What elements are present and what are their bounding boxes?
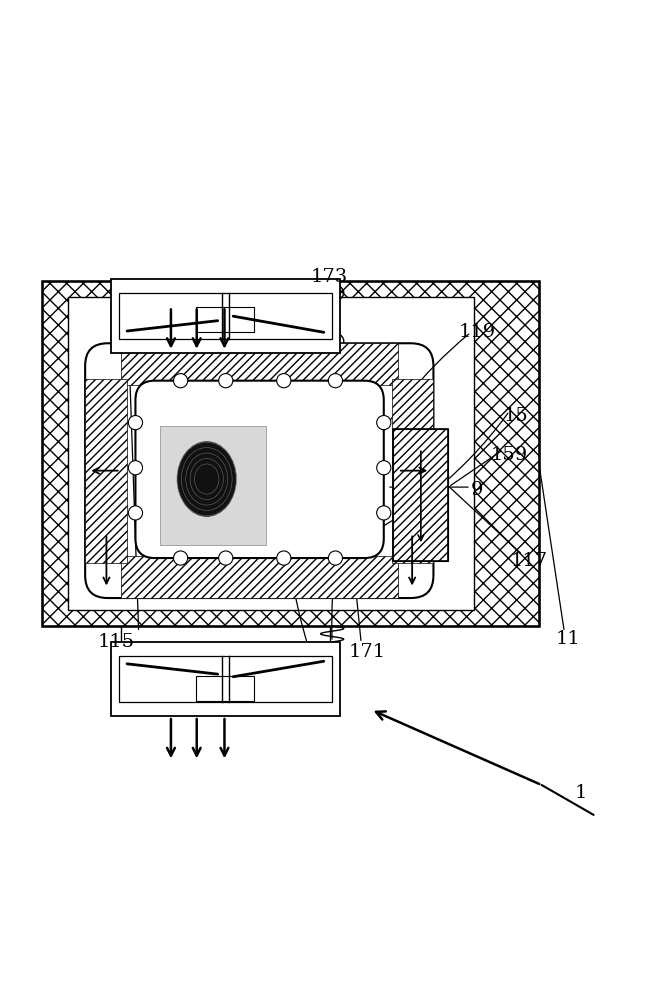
FancyBboxPatch shape	[135, 381, 384, 558]
Ellipse shape	[177, 442, 236, 516]
Bar	[160, 426, 266, 545]
Bar	[119, 656, 332, 702]
Text: 173: 173	[310, 268, 348, 286]
Bar	[196, 307, 254, 332]
Circle shape	[328, 551, 342, 565]
Bar	[68, 297, 474, 610]
Circle shape	[128, 461, 143, 475]
Text: 9: 9	[471, 481, 484, 499]
Text: 11: 11	[555, 630, 580, 648]
Circle shape	[377, 506, 391, 520]
Bar	[42, 281, 539, 626]
Bar	[85, 379, 127, 563]
Text: 1: 1	[574, 784, 587, 802]
Text: 117: 117	[510, 552, 548, 570]
Circle shape	[328, 374, 342, 388]
Bar	[119, 293, 332, 339]
Bar	[111, 279, 340, 353]
Circle shape	[128, 506, 143, 520]
Circle shape	[174, 551, 188, 565]
Bar	[393, 429, 448, 561]
Text: 115: 115	[97, 633, 135, 651]
Bar	[42, 281, 539, 626]
Bar	[121, 343, 398, 385]
Circle shape	[128, 416, 143, 430]
Bar	[196, 676, 254, 701]
Text: 171: 171	[349, 643, 386, 661]
Circle shape	[174, 374, 188, 388]
Circle shape	[219, 551, 233, 565]
Bar	[393, 429, 448, 561]
Bar	[121, 556, 398, 598]
Circle shape	[377, 461, 391, 475]
Text: 15: 15	[504, 407, 528, 425]
Text: 159: 159	[491, 446, 528, 464]
Circle shape	[277, 551, 291, 565]
Circle shape	[277, 374, 291, 388]
Circle shape	[377, 416, 391, 430]
Bar	[111, 642, 340, 716]
Text: 119: 119	[459, 323, 496, 341]
Circle shape	[219, 374, 233, 388]
Bar	[392, 379, 433, 563]
